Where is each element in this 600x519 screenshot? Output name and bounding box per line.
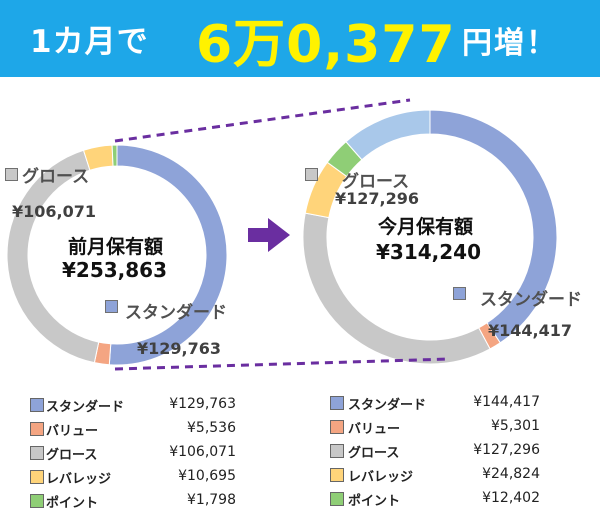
banner-amount: 6万0,377	[196, 15, 456, 75]
legend-value: ¥1,798	[187, 492, 236, 508]
legend-swatch	[330, 396, 344, 410]
legend-item: レバレッジ ¥24,824	[330, 464, 570, 485]
right-chart-title: 今月保有額	[378, 216, 474, 238]
left-chart-total: ¥253,863	[62, 258, 168, 282]
right-standard-value: ¥144,417	[488, 321, 573, 340]
right-standard-callout: スタンダード	[480, 290, 582, 310]
legend-item: レバレッジ ¥10,695	[30, 466, 260, 487]
growth-marker	[305, 168, 318, 181]
legend-label: ポイント	[348, 494, 401, 509]
legend-value: ¥12,402	[482, 490, 540, 506]
legend-item: ポイント ¥12,402	[330, 488, 570, 509]
legend-item: バリュー ¥5,536	[30, 418, 260, 439]
legend-swatch	[30, 398, 44, 412]
legend-label: バリュー	[348, 422, 401, 437]
legend-swatch	[330, 444, 344, 458]
legend-label: スタンダード	[348, 398, 427, 413]
legend-swatch	[330, 420, 344, 434]
legend-value: ¥106,071	[169, 444, 236, 460]
legend-value: ¥144,417	[473, 394, 540, 410]
legend-label: バリュー	[46, 424, 99, 439]
legend-item: スタンダード ¥144,417	[330, 392, 570, 413]
legend-label: レバレッジ	[348, 470, 414, 485]
left-standard-callout: スタンダード	[125, 303, 227, 323]
banner-prefix: 1カ月で	[30, 24, 149, 60]
right-chart-total: ¥314,240	[376, 240, 482, 264]
legend-swatch	[30, 446, 44, 460]
legend-item: バリュー ¥5,301	[330, 416, 570, 437]
legend-value: ¥5,301	[491, 418, 540, 434]
left-standard-value: ¥129,763	[137, 339, 222, 358]
standard-marker	[105, 300, 118, 313]
left-growth-callout: グロース	[22, 167, 90, 187]
left-growth-value: ¥106,071	[12, 202, 97, 221]
legend-swatch	[30, 422, 44, 436]
legend-label: グロース	[348, 446, 400, 461]
legend-value: ¥129,763	[169, 396, 236, 412]
legend-item: グロース ¥106,071	[30, 442, 260, 463]
legend-label: レバレッジ	[46, 472, 112, 487]
legend-label: ポイント	[46, 496, 99, 511]
legend-swatch	[330, 492, 344, 506]
legend-value: ¥5,536	[187, 420, 236, 436]
connector-line-top	[114, 98, 411, 143]
right-legend: スタンダード ¥144,417 バリュー ¥5,301 グロース ¥127,296 レバレッ…	[330, 392, 570, 512]
banner-suffix: 円増！	[462, 26, 558, 61]
legend-swatch	[30, 494, 44, 508]
legend-item: グロース ¥127,296	[330, 440, 570, 461]
standard-marker	[453, 287, 466, 300]
legend-value: ¥10,695	[178, 468, 236, 484]
legend-value: ¥24,824	[482, 466, 540, 482]
donut-charts	[6, 98, 558, 371]
arrow-icon	[248, 218, 290, 252]
legend-item: ポイント ¥1,798	[30, 490, 260, 511]
right-growth-value: ¥127,296	[335, 189, 420, 208]
legend-item: スタンダード ¥129,763	[30, 394, 260, 415]
header-banner: 1カ月で 6万0,377 円増！	[0, 0, 600, 77]
connector-line-bottom	[114, 357, 451, 371]
legend-label: スタンダード	[46, 400, 125, 415]
legend-swatch	[330, 468, 344, 482]
growth-marker	[5, 168, 18, 181]
legend-swatch	[30, 470, 44, 484]
increase-segment	[345, 109, 431, 161]
legend-value: ¥127,296	[473, 442, 540, 458]
point-slice	[111, 144, 118, 167]
left-chart-title: 前月保有額	[68, 236, 164, 258]
left-legend: スタンダード ¥129,763 バリュー ¥5,536 グロース ¥106,071 レバレッ…	[30, 394, 260, 514]
legend-label: グロース	[46, 448, 98, 463]
right-growth-callout: グロース	[342, 172, 410, 192]
